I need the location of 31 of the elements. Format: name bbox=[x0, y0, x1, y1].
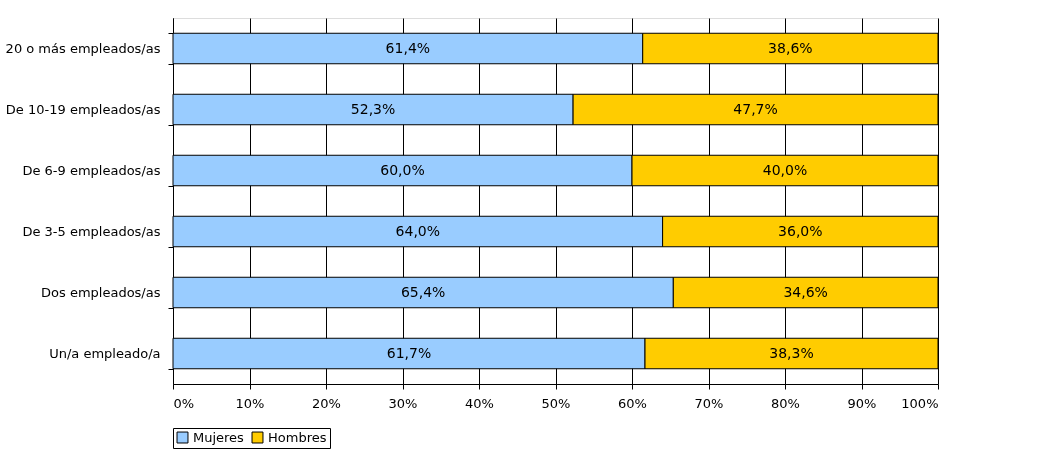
y-tick-label: De 6-9 empleados/as bbox=[22, 163, 161, 178]
data-label: 38,3% bbox=[769, 344, 814, 361]
x-tick-label: 50% bbox=[541, 395, 571, 411]
x-tick-label: 90% bbox=[847, 395, 877, 411]
data-label: 64,0% bbox=[395, 222, 441, 239]
x-tick-label: 30% bbox=[388, 395, 418, 411]
x-tick-label: 80% bbox=[771, 395, 800, 411]
x-tick-label: 20% bbox=[312, 395, 341, 411]
y-tick-label: 20 o más empleados/as bbox=[5, 41, 161, 56]
y-tick-label: De 3-5 empleados/as bbox=[22, 224, 161, 239]
data-label: 61,4% bbox=[385, 39, 431, 56]
x-tick-label: 100% bbox=[901, 395, 939, 411]
x-tick-label: 0% bbox=[173, 395, 195, 411]
x-tick-label: 70% bbox=[694, 395, 724, 411]
y-tick-label: Dos empleados/as bbox=[41, 285, 161, 300]
y-tick-label: De 10-19 empleados/as bbox=[5, 102, 161, 117]
legend-label: Hombres bbox=[268, 429, 327, 445]
x-tick-label: 40% bbox=[465, 395, 494, 411]
data-label: 60,0% bbox=[380, 161, 425, 178]
y-tick-label: Un/a empleado/a bbox=[49, 346, 161, 361]
legend-label: Mujeres bbox=[193, 429, 245, 445]
x-tick-label: 10% bbox=[235, 395, 265, 411]
data-label: 40,0% bbox=[762, 161, 808, 178]
x-tick-label: 60% bbox=[618, 395, 647, 411]
data-label: 38,6% bbox=[768, 39, 813, 56]
data-label: 34,6% bbox=[783, 283, 828, 300]
data-label: 47,7% bbox=[733, 100, 778, 117]
data-label: 61,7% bbox=[386, 344, 432, 361]
data-label: 36,0% bbox=[778, 222, 823, 239]
data-label: 65,4% bbox=[400, 283, 446, 300]
data-label: 52,3% bbox=[350, 100, 396, 117]
